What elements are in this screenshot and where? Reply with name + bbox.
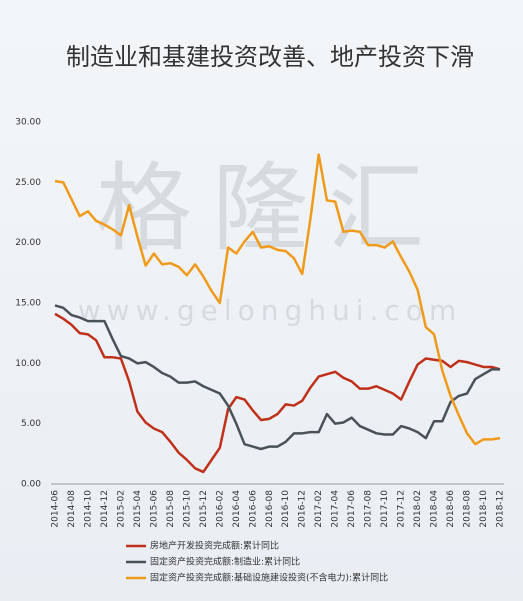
- y-tick-label: 20.00: [15, 238, 41, 248]
- x-tick-label: 2016-04: [232, 490, 242, 528]
- x-tick-label: 2017-02: [314, 490, 324, 528]
- x-tick-label: 2018-06: [446, 490, 456, 528]
- y-tick-label: 0.00: [21, 480, 41, 490]
- y-tick-label: 25.00: [15, 178, 41, 188]
- x-tick-label: 2014-08: [67, 490, 77, 528]
- legend-label: 固定资产投资完成额:制造业:累计同比: [150, 556, 300, 568]
- y-tick-label: 30.00: [15, 118, 41, 128]
- x-tick-label: 2016-06: [248, 490, 258, 528]
- x-tick-label: 2018-08: [463, 490, 473, 528]
- x-tick-label: 2015-04: [133, 490, 143, 528]
- chart-title: 制造业和基建投资改善、地产投资下滑: [66, 43, 474, 71]
- x-tick-label: 2016-12: [298, 490, 308, 528]
- x-tick-label: 2017-12: [397, 490, 407, 528]
- y-tick-label: 10.00: [15, 359, 41, 369]
- x-tick-label: 2015-06: [149, 490, 159, 528]
- x-tick-label: 2015-10: [182, 490, 192, 528]
- x-tick-label: 2014-12: [100, 490, 110, 528]
- x-tick-label: 2014-06: [51, 490, 61, 528]
- x-tick-label: 2016-02: [215, 490, 225, 528]
- x-tick-label: 2017-04: [331, 490, 341, 528]
- x-tick-label: 2014-10: [83, 490, 93, 528]
- x-tick-label: 2017-08: [364, 490, 374, 528]
- y-tick-label: 15.00: [15, 299, 41, 309]
- watermark-url: www.gelonghui.com: [78, 294, 462, 327]
- x-tick-label: 2018-12: [496, 490, 506, 528]
- x-tick-label: 2018-02: [413, 490, 423, 528]
- x-tick-label: 2018-10: [479, 490, 489, 528]
- x-tick-label: 2015-02: [116, 490, 126, 528]
- y-tick-label: 5.00: [21, 419, 41, 429]
- x-tick-label: 2017-10: [380, 490, 390, 528]
- x-tick-label: 2018-04: [430, 490, 440, 528]
- legend-label: 房地产开发投资完成额:累计同比: [150, 540, 279, 552]
- x-tick-label: 2016-10: [281, 490, 291, 528]
- series-line: [54, 312, 501, 474]
- x-tick-label: 2015-08: [166, 490, 176, 528]
- x-tick-label: 2017-06: [347, 490, 357, 528]
- x-tick-label: 2015-12: [199, 490, 209, 528]
- legend-label: 固定资产投资完成额:基础设施建设投资(不含电力):累计同比: [150, 572, 388, 584]
- x-tick-label: 2016-08: [265, 490, 275, 528]
- series-line: [54, 304, 500, 451]
- series-line: [54, 153, 501, 446]
